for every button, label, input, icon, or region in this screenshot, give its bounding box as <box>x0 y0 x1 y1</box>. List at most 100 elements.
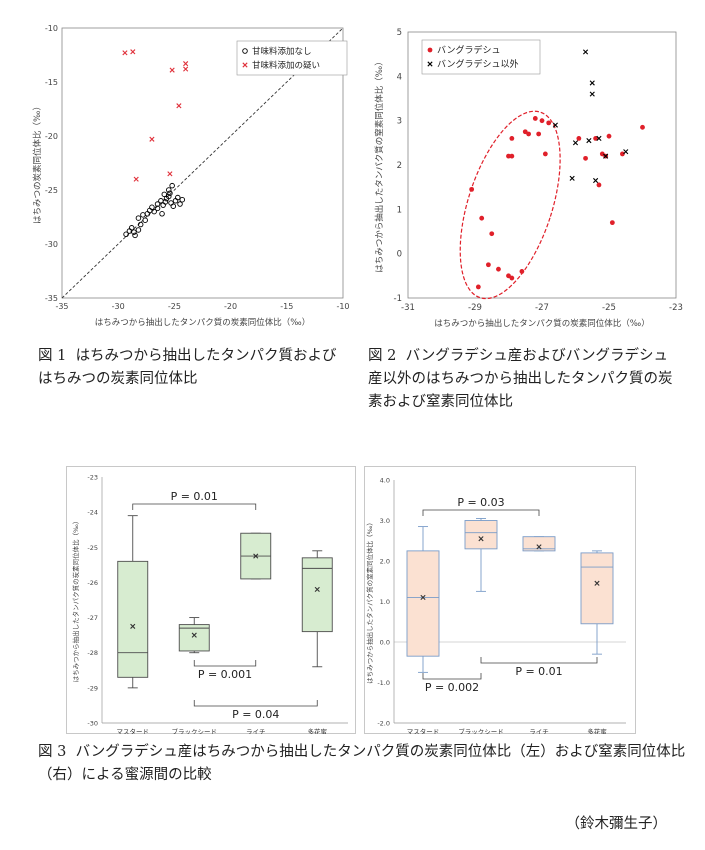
box-0 <box>406 526 440 673</box>
data-point <box>131 229 137 235</box>
data-point <box>475 284 481 290</box>
legend-label: 甘味料添加なし <box>252 46 312 57</box>
data-point <box>582 49 589 55</box>
data-point <box>609 220 615 226</box>
significance-bracket: P = 0.01 <box>132 490 257 510</box>
box-body <box>301 557 333 633</box>
x-tick-label: -27 <box>535 303 549 313</box>
data-point <box>179 196 186 203</box>
significance-bracket: P = 0.01 <box>480 657 598 678</box>
cluster-ellipse <box>459 110 561 300</box>
data-point <box>623 149 629 155</box>
data-point <box>532 116 538 121</box>
y-tick-label: 2 <box>397 161 402 171</box>
legend-marker <box>242 48 248 54</box>
significance-bracket: P = 0.001 <box>193 660 257 681</box>
x-tick-label: -23 <box>669 303 683 313</box>
data-point <box>161 191 168 198</box>
box-2 <box>522 536 556 552</box>
y-tick-label: 4.0 <box>380 477 390 485</box>
legend-marker <box>427 61 433 67</box>
data-point <box>596 182 602 188</box>
data-point <box>509 136 515 141</box>
data-point <box>546 120 552 126</box>
data-point <box>169 67 175 73</box>
data-point <box>154 205 161 212</box>
category-label: 多花蜜 <box>308 727 328 734</box>
p-value-label: P = 0.04 <box>232 708 279 721</box>
figure-1-number: 図 1 <box>38 348 67 364</box>
data-point <box>583 155 588 161</box>
author-credit: （鈴木彌生子） <box>565 816 668 832</box>
y-tick-label: -23 <box>87 474 98 482</box>
mean-marker <box>191 632 197 638</box>
data-point <box>603 153 609 159</box>
figure-1-caption-text: はちみつから抽出したタンパク質およびはちみつの炭素同位体比 <box>38 348 337 387</box>
data-point <box>175 194 181 201</box>
y-tick-label: -29 <box>87 684 98 692</box>
y-tick-label: -27 <box>87 614 98 622</box>
data-point <box>128 225 135 231</box>
data-point <box>593 136 598 141</box>
figure-2-caption: 図 2 バングラデシュ産およびバングラデシュ産以外のはちみつから抽出したタンパク… <box>368 345 678 414</box>
box-body <box>522 536 556 552</box>
figure-1-caption: 図 1 はちみつから抽出したタンパク質およびはちみつの炭素同位体比 <box>38 345 350 391</box>
data-point <box>183 61 189 67</box>
y-tick-label: -25 <box>87 544 98 552</box>
data-point <box>593 177 599 184</box>
data-point <box>489 231 495 237</box>
data-point <box>576 136 582 141</box>
y-tick-label: 2.0 <box>380 558 390 566</box>
legend-box <box>236 40 348 76</box>
data-point <box>606 133 612 139</box>
data-point <box>526 131 531 137</box>
significance-bracket: P = 0.04 <box>193 700 318 721</box>
figure-2-caption-text: バングラデシュ産およびバングラデシュ産以外のはちみつから抽出したタンパク質の炭素… <box>368 348 673 410</box>
data-point <box>149 136 155 142</box>
bracket-line <box>422 509 540 516</box>
x-tick-label: -10 <box>336 302 349 311</box>
y-tick-label: -30 <box>45 240 58 249</box>
data-point <box>479 215 485 221</box>
box-2 <box>240 532 272 580</box>
data-point <box>506 153 511 159</box>
mean-marker <box>314 586 320 593</box>
p-value-label: P = 0.002 <box>425 681 479 694</box>
y-tick-label: -20 <box>45 132 58 141</box>
figure-2-scatter: -31 -29 -27 -25 -23 -1 0 1 2 3 4 5 はちみつから抽出したタンパク質の炭… <box>374 28 683 329</box>
y-tick-label: -10 <box>45 24 58 33</box>
plot-area <box>407 31 677 299</box>
y-tick-label: -2.0 <box>377 720 390 728</box>
category-label: マスタード <box>117 727 150 734</box>
x-tick-label: -20 <box>224 302 237 311</box>
y-tick-label: -15 <box>45 78 58 87</box>
box-1 <box>178 617 210 654</box>
p-value-label: P = 0.03 <box>457 496 504 509</box>
data-point <box>539 118 545 124</box>
box-body <box>117 560 149 678</box>
p-value-label: P = 0.001 <box>198 668 252 681</box>
y-tick-label: -28 <box>87 649 98 657</box>
data-point <box>167 171 173 177</box>
x-tick-label: -15 <box>280 302 293 311</box>
category-label: ブラックシード <box>458 727 504 734</box>
x-tick-label: -31 <box>401 303 415 313</box>
data-point <box>183 66 189 72</box>
y-tick-label: 5 <box>397 28 402 38</box>
figure-3-right-boxplot: 4.0 3.0 2.0 1.0 0.0 -1.0 -2.0 はちみつから抽出したタンパク質の窒… <box>364 466 636 734</box>
data-point <box>586 138 592 144</box>
data-point <box>599 151 605 157</box>
data-point <box>569 175 575 181</box>
category-label: 多花蜜 <box>587 727 607 734</box>
x-tick-label: -30 <box>112 302 125 311</box>
y-tick-label: 3.0 <box>380 517 390 525</box>
data-point <box>536 131 542 137</box>
category-label: ライチ <box>246 728 266 734</box>
data-point <box>519 269 525 274</box>
data-point <box>135 215 142 221</box>
y-tick-label: 0.0 <box>380 639 390 647</box>
category-label: ブラックシード <box>172 727 218 734</box>
legend-marker <box>427 47 433 53</box>
category-label: ライチ <box>529 728 549 734</box>
y-tick-label: 4 <box>397 72 402 82</box>
